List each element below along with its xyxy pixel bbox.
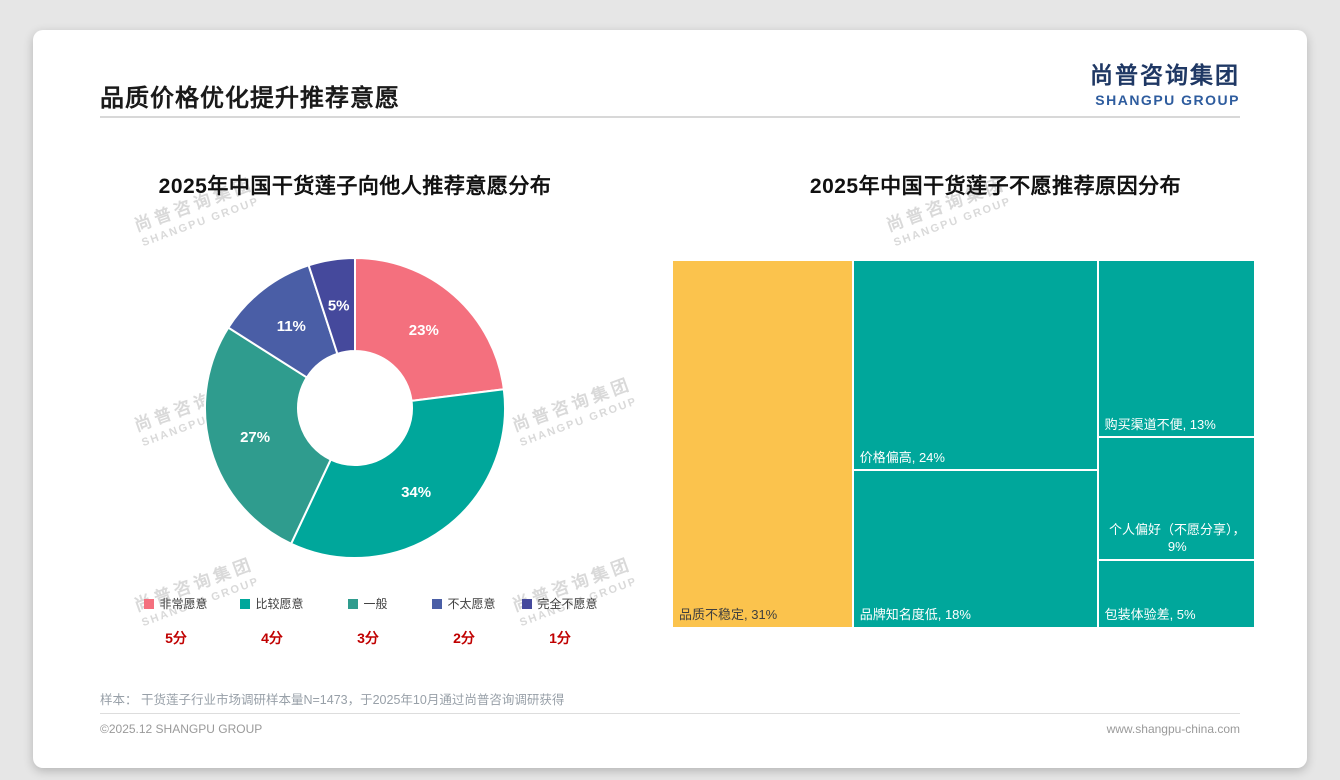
legend-score: 4分	[261, 630, 283, 646]
legend-row: 完全不愿意	[522, 595, 598, 612]
donut-slice-label-1: 34%	[401, 484, 431, 501]
donut-chart: 23% 34% 27% 11% 5%	[204, 256, 506, 559]
legend-item-2: 一般 3分	[320, 595, 416, 648]
donut-slice-label-0: 23%	[409, 322, 439, 339]
donut-slice-label-3: 11%	[277, 318, 306, 335]
watermark-text-en: SHANGPU GROUP	[140, 195, 262, 250]
footer-divider	[100, 713, 1240, 714]
logo-text-cn: 尚普咨询集团	[1090, 62, 1240, 88]
page-title: 品质价格优化提升推荐意愿	[100, 85, 400, 112]
treemap-cell-label: 个人偏好（不愿分享），9%	[1109, 521, 1246, 555]
legend-row: 非常愿意	[144, 595, 208, 612]
donut-chart-title: 2025年中国干货莲子向他人推荐意愿分布	[158, 175, 552, 198]
donut-slice-0	[354, 256, 505, 402]
legend-row: 一般	[348, 595, 388, 612]
legend-item-4: 完全不愿意 1分	[512, 595, 608, 648]
legend-label: 不太愿意	[447, 597, 496, 611]
donut-slice-4	[307, 256, 356, 356]
treemap-cell-label: 购买渠道不便, 13%	[1104, 416, 1216, 432]
legend-label: 非常愿意	[159, 597, 208, 611]
treemap-cell-label: 包装体验差, 5%	[1104, 607, 1196, 623]
watermark-text-en: SHANGPU GROUP	[892, 195, 1014, 250]
title-underline	[100, 116, 1240, 118]
slide: 品质价格优化提升推荐意愿 尚普咨询集团 SHANGPU GROUP 2025年中…	[33, 30, 1307, 768]
treemap-cell-0: 品质不稳定, 31%	[672, 260, 853, 628]
legend-row: 不太愿意	[432, 595, 496, 612]
donut-slice-label-4: 5%	[328, 297, 350, 314]
treemap-chart: 品质不稳定, 31% 价格偏高, 24% 品牌知名度低, 18% 购买渠道不便, 13…	[672, 260, 1255, 628]
treemap-chart-title: 2025年中国干货莲子不愿推荐原因分布	[809, 175, 1182, 198]
legend-item-1: 比较愿意 4分	[224, 595, 320, 648]
legend-score: 2分	[453, 630, 475, 646]
treemap-cell-2: 品牌知名度低, 18%	[852, 470, 1098, 628]
legend-label: 完全不愿意	[537, 597, 598, 611]
legend-marker-icon	[522, 598, 533, 609]
legend-marker-icon	[144, 598, 155, 609]
legend-marker-icon	[432, 598, 443, 609]
treemap-cell-5: 包装体验差, 5%	[1097, 559, 1255, 628]
donut-slice-label-2: 27%	[240, 429, 270, 446]
legend-score: 3分	[357, 630, 379, 646]
footer-website: www.shangpu-china.com	[1106, 722, 1240, 736]
legend-label: 比较愿意	[255, 597, 304, 611]
legend-row: 比较愿意	[240, 595, 304, 612]
treemap-cell-label: 品牌知名度低, 18%	[859, 607, 971, 623]
donut-slice-1	[289, 388, 506, 559]
company-logo: 尚普咨询集团 SHANGPU GROUP	[1090, 56, 1240, 108]
treemap-cell-1: 价格偏高, 24%	[852, 260, 1098, 471]
treemap-cell-label: 价格偏高, 24%	[859, 449, 945, 465]
donut-slice-2	[204, 326, 333, 546]
legend-score: 5分	[165, 630, 187, 646]
treemap-cell-4: 个人偏好（不愿分享），9%	[1097, 437, 1255, 560]
footer-copyright: ©2025.12 SHANGPU GROUP	[100, 722, 263, 736]
sample-footnote: 样本： 干货莲子行业市场调研样本量N=1473，于2025年10月通过尚普咨询调…	[100, 693, 565, 707]
legend-label: 一般	[363, 597, 388, 611]
legend-item-0: 非常愿意 5分	[128, 595, 224, 648]
legend-marker-icon	[348, 598, 359, 609]
legend-score: 1分	[549, 630, 571, 646]
treemap-cell-3: 购买渠道不便, 13%	[1097, 260, 1255, 438]
legend-marker-icon	[240, 598, 251, 609]
donut-legend: 非常愿意 5分 比较愿意 4分 一般 3分 不太愿意 2分 完全不愿意 1分	[128, 595, 608, 648]
legend-item-3: 不太愿意 2分	[416, 595, 512, 648]
treemap-cell-label: 品质不稳定, 31%	[679, 607, 778, 623]
logo-text-en: SHANGPU GROUP	[1095, 92, 1240, 108]
